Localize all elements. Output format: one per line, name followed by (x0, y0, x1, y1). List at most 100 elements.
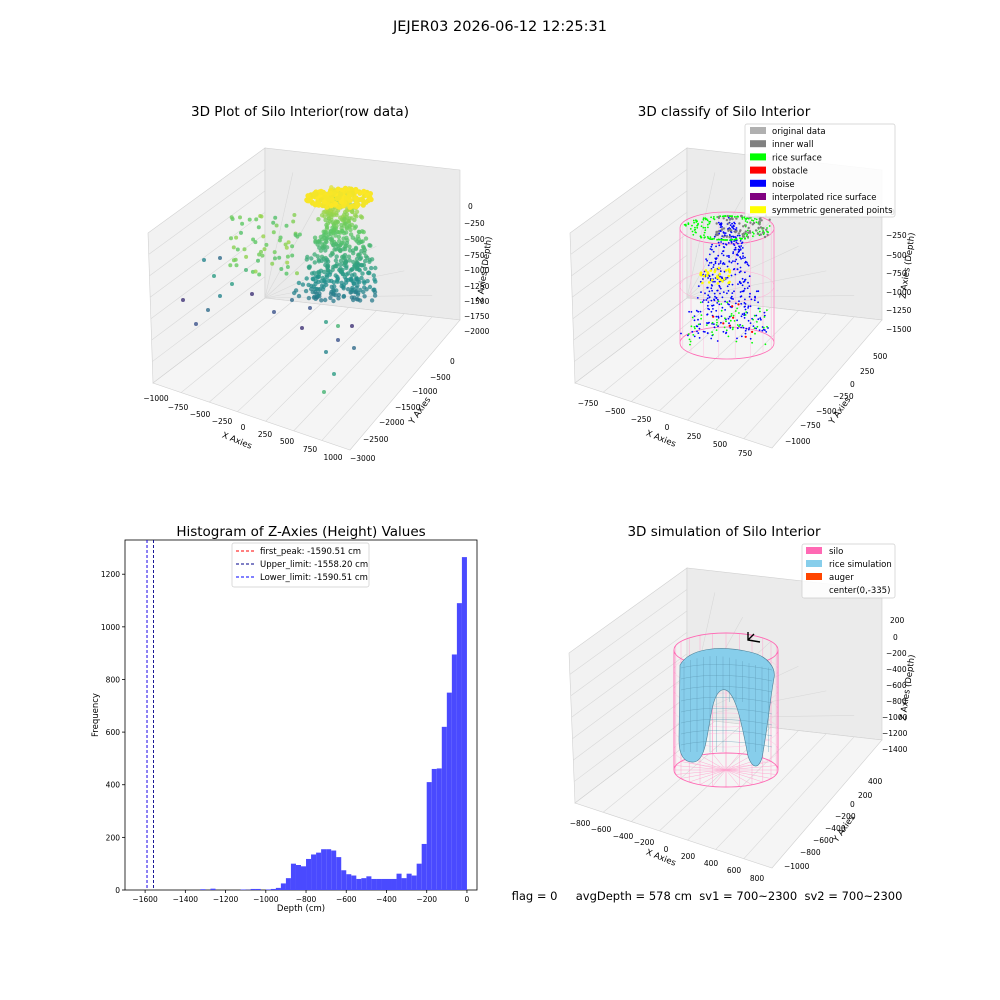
legend-entry: auger (829, 573, 854, 583)
histogram-bar (301, 866, 307, 890)
simulation-ztick: −1200 (882, 729, 908, 738)
histogram-bar (411, 875, 417, 890)
raw-ztick: −1750 (464, 312, 490, 321)
panel-classify-title: 3D classify of Silo Interior (638, 104, 811, 120)
histogram-bar (391, 878, 397, 890)
raw-ytick: −3000 (350, 454, 376, 463)
simulation-ztick: 200 (890, 616, 905, 625)
histogram-bar (240, 889, 246, 890)
histogram-ytick: 600 (106, 728, 121, 737)
classify-ztick: −500 (886, 251, 907, 260)
legend-entry: original data (772, 127, 826, 137)
classify-xtick: 0 (665, 423, 670, 432)
legend-entry: symmetric generated points (772, 206, 893, 216)
raw-x-ticks: −1000 −750 −500 −250 0 250 500 750 1000 (143, 394, 342, 462)
raw-ytick: −1500 (395, 403, 421, 412)
histogram-xtick: −200 (416, 895, 437, 904)
histogram-bar (456, 603, 462, 890)
histogram-bar (386, 878, 392, 890)
histogram-bar (321, 849, 327, 890)
histogram-xtick: −1600 (132, 895, 158, 904)
classify-xtick: 500 (713, 440, 728, 449)
simulation-xtick: 800 (750, 874, 765, 883)
simulation-xtick: −400 (613, 832, 634, 841)
classify-xtick: −250 (631, 415, 652, 424)
simulation-ztick: 0 (893, 633, 898, 642)
simulation-ytick: −400 (825, 824, 846, 833)
histogram-bar (331, 850, 337, 890)
raw-xtick: −750 (168, 403, 189, 412)
simulation-ztick: −600 (886, 681, 907, 690)
classify-ztick: −1500 (886, 325, 912, 334)
histogram-bar (416, 863, 422, 890)
histogram-bar (250, 888, 256, 890)
histogram-legend-entry: Lower_limit: -1590.51 cm (260, 573, 368, 583)
histogram-bar (381, 878, 387, 890)
raw-ztick: −500 (464, 235, 485, 244)
simulation-xtick: 0 (664, 845, 669, 854)
histogram-bar (255, 888, 261, 890)
legend-swatch (750, 179, 766, 187)
histogram-ytick: 0 (115, 886, 120, 895)
histogram-bar (275, 887, 281, 890)
simulation-ytick: −600 (813, 836, 834, 845)
legend-swatch (750, 140, 766, 148)
raw-y-ticks: 0 −500 −1000 −1500 −2000 −2500 −3000 (350, 357, 455, 463)
classify-ytick: 0 (850, 380, 855, 389)
rice-simulation-surface (678, 648, 775, 767)
classify-ytick: −1000 (785, 437, 811, 446)
histogram-bars (200, 557, 467, 890)
classify-ytick: 250 (860, 367, 875, 376)
simulation-y-ticks: 400 200 0 −200 −400 −600 −800 −1000 (784, 777, 883, 871)
status-line: flag = 0 avgDepth = 578 cm sv1 = 700~230… (512, 889, 903, 903)
simulation-ytick: −1000 (784, 862, 810, 871)
simulation-xtick: 200 (681, 852, 696, 861)
panel-classify-3d: 3D classify of Silo Interior −750 −500 −… (569, 104, 918, 458)
legend-entry: noise (772, 180, 795, 190)
classify-xtick: −500 (605, 407, 626, 416)
histogram-bar (441, 726, 447, 890)
legend-swatch (806, 573, 822, 580)
figure-suptitle: JEJER03 2026-06-12 12:25:31 (392, 19, 607, 35)
panel-simulation-3d: 3D simulation of Silo Interior −800 −600… (568, 524, 918, 883)
raw-ytick: 0 (450, 357, 455, 366)
simulation-ztick: −800 (886, 697, 907, 706)
classify-scatter-points (680, 213, 771, 346)
histogram-bar (406, 873, 412, 890)
raw-ztick: −1000 (464, 266, 490, 275)
simulation-xtick: −800 (570, 819, 591, 828)
histogram-legend-entry: Upper_limit: -1558.20 cm (260, 560, 368, 570)
legend-swatch (750, 166, 766, 174)
histogram-bar (326, 849, 332, 890)
simulation-xtick: −200 (634, 838, 655, 847)
histogram-bar (306, 858, 312, 890)
histogram-legend: first_peak: -1590.51 cm Upper_limit: -155… (231, 542, 370, 588)
raw-scatter-points (181, 185, 378, 394)
simulation-ytick: 200 (858, 791, 873, 800)
classify-gridlines (570, 169, 855, 439)
raw-ytick: −2500 (363, 435, 389, 444)
simulation-xtick: 600 (727, 866, 742, 875)
raw-xtick: 250 (258, 430, 273, 439)
raw-xtick: 500 (280, 437, 295, 446)
histogram-plot-area (124, 539, 478, 891)
histogram-bar (210, 888, 216, 890)
histogram-bar (461, 557, 467, 890)
histogram-x-ticks: −1600 −1400 −1200 −1000 −800 −600 −400 −200 0 (132, 890, 470, 904)
legend-entry: inner wall (772, 140, 813, 150)
legend-swatch (750, 193, 766, 200)
classify-xtick: 250 (687, 432, 702, 441)
legend-entry: rice simulation (829, 560, 892, 570)
auger-marker-icon (747, 632, 761, 643)
simulation-ztick: −400 (886, 665, 907, 674)
classify-xtick: 750 (738, 449, 753, 458)
histogram-bar (421, 843, 427, 890)
classify-ztick: −1000 (886, 288, 912, 297)
legend-entry: silo (829, 547, 843, 557)
histogram-bar (366, 876, 372, 890)
histogram-title: Histogram of Z-Axies (Height) Values (176, 524, 425, 540)
simulation-xtick: −600 (591, 825, 612, 834)
histogram-bar (446, 692, 452, 890)
raw-ytick: −500 (430, 373, 451, 382)
raw-ztick: −2000 (464, 327, 490, 336)
